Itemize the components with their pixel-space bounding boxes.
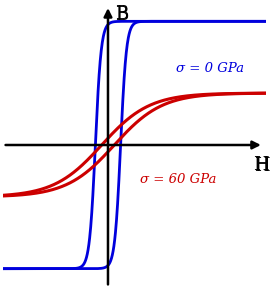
Text: B: B bbox=[115, 5, 129, 23]
Text: B: B bbox=[115, 6, 129, 24]
Text: σ = 0 GPa: σ = 0 GPa bbox=[176, 62, 244, 75]
Text: H: H bbox=[253, 156, 268, 174]
Text: H: H bbox=[254, 157, 269, 175]
Text: σ = 60 GPa: σ = 60 GPa bbox=[140, 173, 216, 186]
